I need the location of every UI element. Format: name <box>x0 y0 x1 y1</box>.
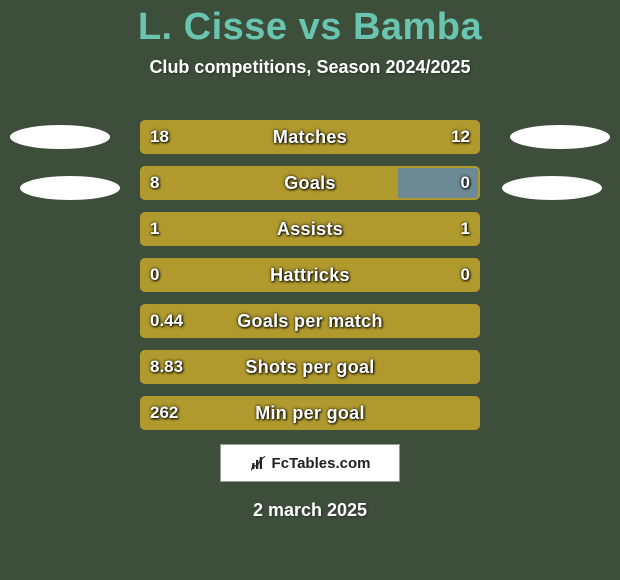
stat-row: Goals8 0 <box>140 166 480 200</box>
stat-value-right: 0 <box>461 258 470 292</box>
stat-label: Goals per match <box>140 304 480 338</box>
stat-label: Hattricks <box>140 258 480 292</box>
stat-row: Goals per match0.44 <box>140 304 480 338</box>
page-title: L. Cisse vs Bamba <box>0 0 620 49</box>
stat-label: Min per goal <box>140 396 480 430</box>
stat-row: Min per goal262 <box>140 396 480 430</box>
player-left-badge-2 <box>20 176 120 200</box>
player-right-badge-1 <box>510 125 610 149</box>
source-logo: FcTables.com <box>220 444 400 482</box>
stat-value-right: 0 <box>461 166 470 200</box>
stat-row: Matches18 12 <box>140 120 480 154</box>
source-logo-text: FcTables.com <box>272 455 371 472</box>
stat-value-left: 0.44 <box>150 304 183 338</box>
stat-value-left: 0 <box>150 258 159 292</box>
stat-value-left: 18 <box>150 120 169 154</box>
stat-label: Matches <box>140 120 480 154</box>
stat-label: Assists <box>140 212 480 246</box>
comparison-card: L. Cisse vs Bamba Club competitions, Sea… <box>0 0 620 580</box>
stat-value-right: 1 <box>461 212 470 246</box>
page-subtitle: Club competitions, Season 2024/2025 <box>0 57 620 78</box>
stat-row: Assists1 1 <box>140 212 480 246</box>
stat-value-left: 8 <box>150 166 159 200</box>
chart-icon <box>250 454 268 472</box>
stat-label: Goals <box>140 166 480 200</box>
stat-value-left: 8.83 <box>150 350 183 384</box>
date-label: 2 march 2025 <box>0 500 620 521</box>
stat-label: Shots per goal <box>140 350 480 384</box>
stat-row: Shots per goal8.83 <box>140 350 480 384</box>
stat-rows: Matches1812Goals80Assists11Hattricks00Go… <box>140 120 480 442</box>
stat-value-right: 12 <box>451 120 470 154</box>
player-right-badge-2 <box>502 176 602 200</box>
stat-value-left: 1 <box>150 212 159 246</box>
stat-value-left: 262 <box>150 396 178 430</box>
player-left-badge-1 <box>10 125 110 149</box>
stat-row: Hattricks0 0 <box>140 258 480 292</box>
